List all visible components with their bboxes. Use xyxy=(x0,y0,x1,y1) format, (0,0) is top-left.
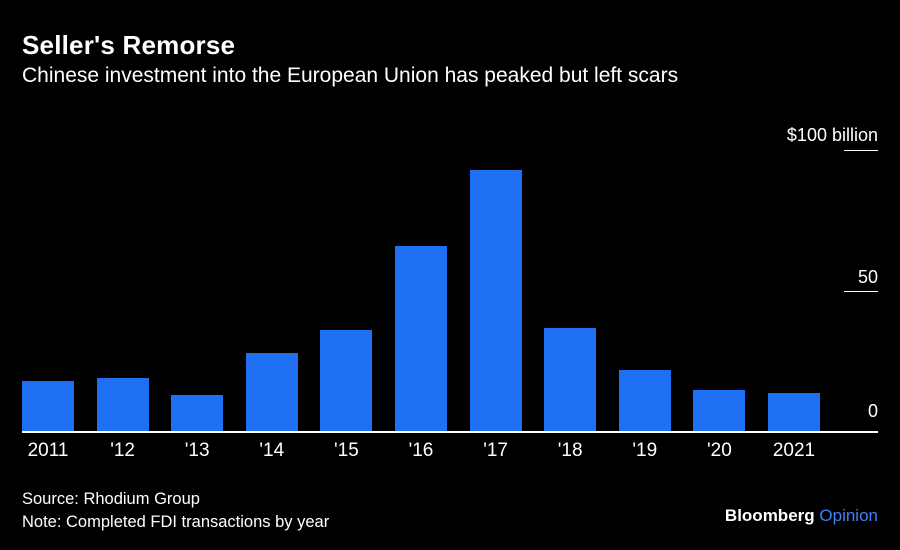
chart-title: Seller's Remorse xyxy=(22,30,236,60)
bar-15 xyxy=(320,330,373,432)
bar-13 xyxy=(171,395,224,432)
bar-19 xyxy=(618,370,671,432)
chart-subtitle: Chinese investment into the European Uni… xyxy=(22,64,679,87)
plot-area xyxy=(22,150,878,432)
bar-20 xyxy=(693,390,746,432)
bar-14 xyxy=(245,353,298,432)
bar-18 xyxy=(544,328,597,432)
x-tick-label-16: '16 xyxy=(408,440,434,461)
brand-opinion: Opinion xyxy=(819,506,878,525)
x-tick-label-18: '18 xyxy=(557,440,583,461)
brand-bloomberg: Bloomberg xyxy=(724,506,815,525)
x-axis-baseline xyxy=(22,431,878,433)
footer-notes: Source: Rhodium Group Note: Completed FD… xyxy=(22,488,329,534)
x-axis-labels: 2011 '12 '13 '14 '15 '16 '17 '18 '19 '20 2021 xyxy=(22,440,878,466)
y-axis-label-50: 50 xyxy=(857,267,878,287)
x-tick-label-19: '19 xyxy=(632,440,658,461)
x-tick-label-2021: 2021 xyxy=(772,440,816,461)
y-axis-label-0: 0 xyxy=(867,401,878,421)
source-text: Source: Rhodium Group xyxy=(22,490,200,508)
bar-2021 xyxy=(768,393,820,432)
y-axis-tick-50 xyxy=(844,291,878,292)
x-tick-label-17: '17 xyxy=(483,440,508,461)
bar-2011 xyxy=(22,381,74,432)
x-tick-label-20: '20 xyxy=(707,440,732,461)
bar-12 xyxy=(96,378,149,432)
x-tick-label-2011: 2011 xyxy=(27,440,69,461)
x-tick-label-14: '14 xyxy=(259,440,285,461)
note-text: Note: Completed FDI transactions by year xyxy=(22,513,330,531)
y-axis-label-100: $100 billion xyxy=(786,125,878,145)
bar-16 xyxy=(395,246,447,432)
x-tick-label-13: '13 xyxy=(184,440,210,461)
x-tick-label-15: '15 xyxy=(334,440,359,461)
y-axis-tick-100 xyxy=(844,150,878,151)
brand-logo: Bloomberg Opinion xyxy=(725,506,878,526)
x-tick-label-12: '12 xyxy=(110,440,135,461)
bar-17 xyxy=(469,170,522,432)
